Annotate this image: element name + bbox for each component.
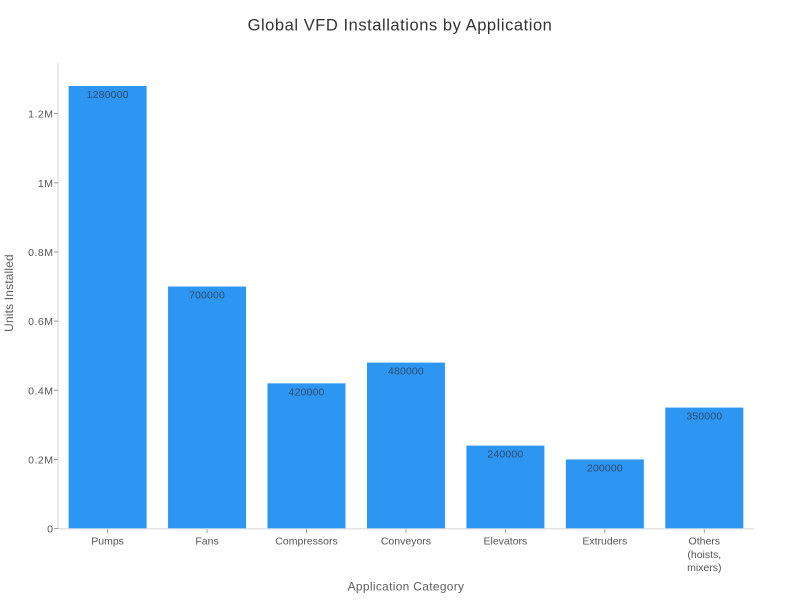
svg-text:240000: 240000 <box>487 449 523 461</box>
svg-text:(hoists,: (hoists, <box>687 549 721 561</box>
svg-text:1280000: 1280000 <box>87 89 129 101</box>
svg-text:Elevators: Elevators <box>484 536 528 548</box>
svg-text:Others: Others <box>689 536 721 548</box>
svg-text:Global VFD Installations by Ap: Global VFD Installations by Application <box>248 17 553 35</box>
svg-text:1.2M: 1.2M <box>28 109 53 121</box>
svg-text:0.8M: 0.8M <box>28 247 53 259</box>
svg-text:350000: 350000 <box>686 411 722 423</box>
svg-text:200000: 200000 <box>587 462 623 474</box>
svg-text:Application Category: Application Category <box>348 580 465 594</box>
svg-text:420000: 420000 <box>289 386 325 398</box>
svg-text:700000: 700000 <box>189 290 225 302</box>
svg-text:0: 0 <box>47 524 53 536</box>
svg-text:Pumps: Pumps <box>91 536 124 548</box>
svg-text:Conveyors: Conveyors <box>381 536 431 548</box>
svg-text:Fans: Fans <box>195 536 218 548</box>
svg-text:Extruders: Extruders <box>582 536 627 548</box>
svg-text:mixers): mixers) <box>687 562 721 574</box>
svg-text:480000: 480000 <box>388 366 424 378</box>
svg-text:Compressors: Compressors <box>275 536 337 548</box>
svg-text:Units Installed: Units Installed <box>2 254 16 332</box>
svg-text:0.6M: 0.6M <box>28 316 53 328</box>
svg-text:1M: 1M <box>38 178 54 190</box>
svg-text:0.4M: 0.4M <box>28 385 53 397</box>
svg-text:0.2M: 0.2M <box>28 454 53 466</box>
